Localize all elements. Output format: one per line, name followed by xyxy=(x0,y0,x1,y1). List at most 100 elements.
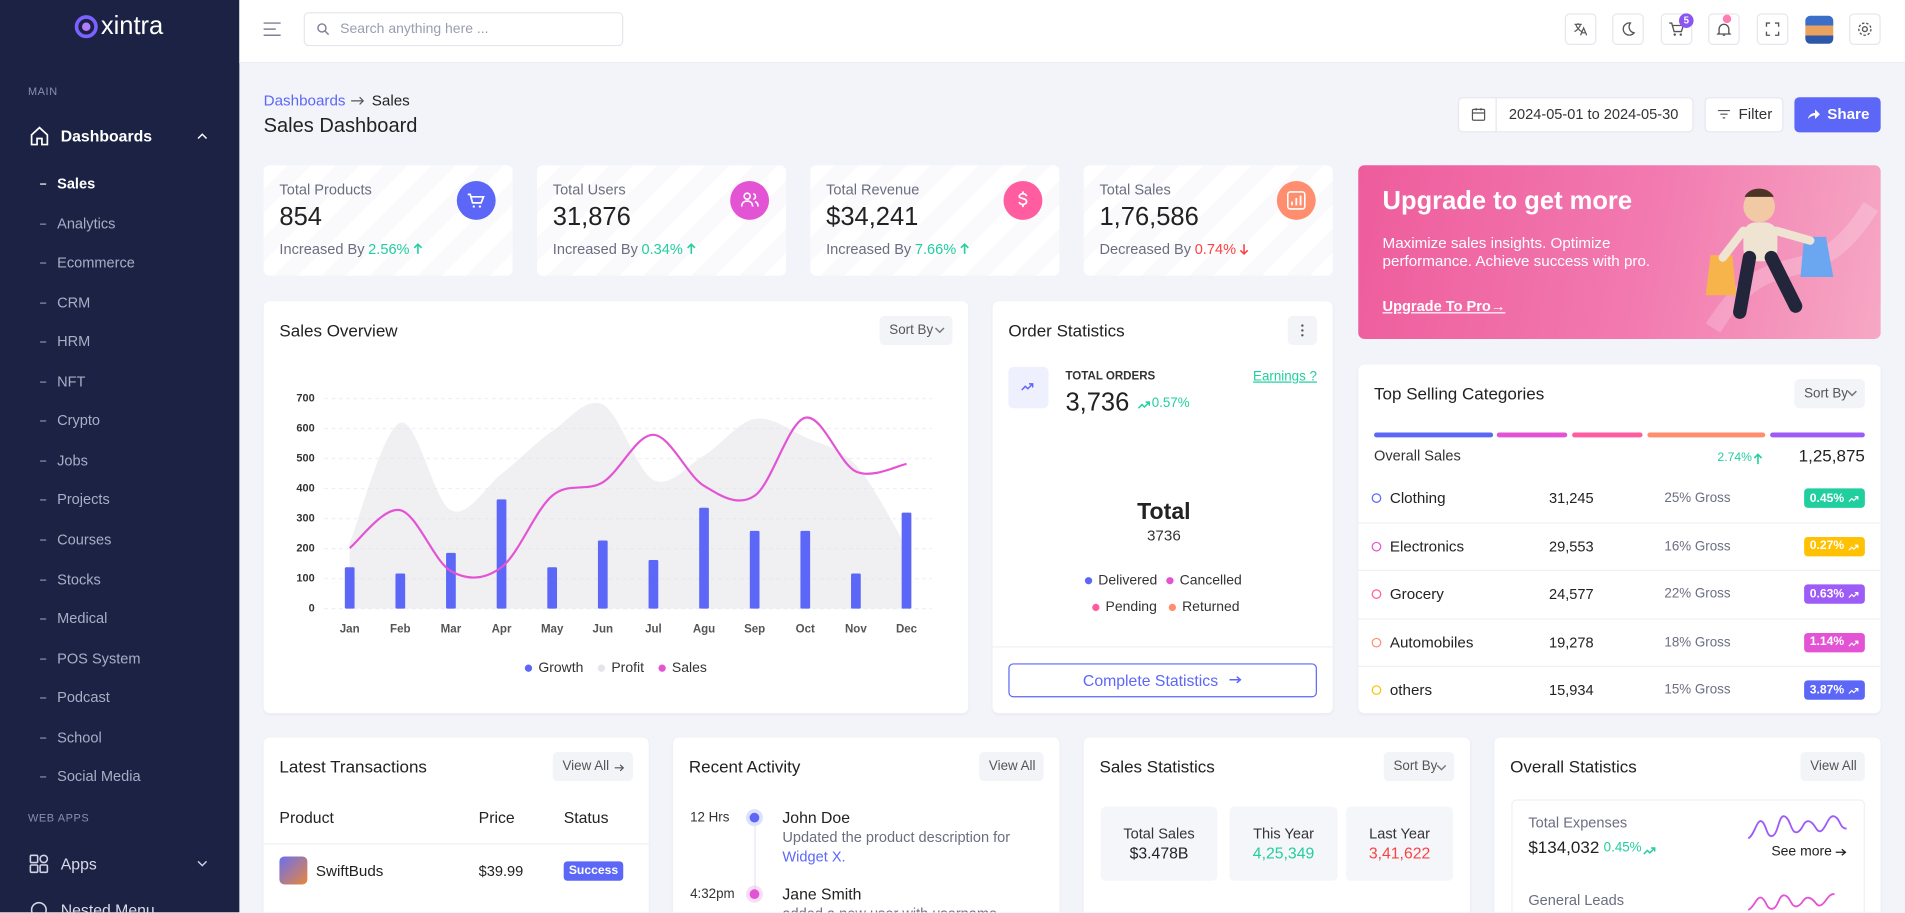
menu-item[interactable]: Podcast xyxy=(57,689,110,707)
menu-item[interactable]: Stocks xyxy=(57,570,101,588)
trend-arrow xyxy=(413,243,423,254)
icon-part xyxy=(1291,195,1302,206)
category-name: Electronics xyxy=(1389,537,1465,555)
icon-part xyxy=(74,15,98,39)
card-button[interactable] xyxy=(1800,752,1865,782)
category-gross: 15% Gross xyxy=(1664,682,1731,698)
menu-item[interactable]: NFT xyxy=(57,372,86,390)
trend-icon xyxy=(1021,383,1034,391)
card-button-label: Sort By xyxy=(889,323,934,338)
card-button-label: View All xyxy=(1810,759,1857,774)
donut-total: 3736 xyxy=(1146,527,1181,545)
trend-arrow xyxy=(687,243,696,254)
menu-item[interactable]: Dashboards xyxy=(60,126,153,146)
table-divider xyxy=(263,843,649,845)
icon-part xyxy=(324,30,330,36)
card-button[interactable] xyxy=(1383,752,1455,782)
menu-item[interactable]: Analytics xyxy=(57,214,116,232)
menu-item[interactable]: POS System xyxy=(57,649,141,667)
menu-item[interactable]: School xyxy=(57,728,102,746)
stat-box-label: Last Year xyxy=(1369,824,1430,842)
complete-statistics-button[interactable] xyxy=(1008,663,1317,698)
icon-part xyxy=(263,22,281,36)
date-range: 2024-05-01 to 2024-05-30 xyxy=(1508,105,1679,123)
menu-dash xyxy=(40,341,47,343)
trend-icon xyxy=(1848,687,1859,694)
search-box[interactable] xyxy=(303,12,624,47)
icon-part xyxy=(960,243,969,254)
product-price: $39.99 xyxy=(478,862,524,880)
card-title: Top Selling Categories xyxy=(1374,383,1545,404)
icon-part xyxy=(1018,191,1028,208)
badge-text: 0.45% xyxy=(1809,491,1845,505)
stat-value: $34,241 xyxy=(826,202,919,231)
header-button[interactable] xyxy=(1612,13,1644,45)
menu-item[interactable]: Crypto xyxy=(57,412,101,430)
activity-link[interactable]: Widget X. xyxy=(782,848,846,866)
chevron-icon xyxy=(934,327,945,334)
legend-item: Sales xyxy=(658,661,707,675)
stat-trend: Increased By 7.66% xyxy=(826,241,969,258)
filter-label: Filter xyxy=(1738,105,1773,123)
menu-item[interactable]: CRM xyxy=(57,293,91,311)
button-label: Complete Statistics xyxy=(1082,671,1219,690)
menu-item[interactable]: Projects xyxy=(57,491,110,509)
menu-item[interactable]: Ecommerce xyxy=(57,254,135,272)
menu-dash xyxy=(40,381,47,383)
header-button[interactable] xyxy=(1660,13,1693,45)
stat-trend-text: Increased By xyxy=(826,240,912,258)
table-header: Status xyxy=(563,808,609,827)
row-divider xyxy=(1358,569,1881,572)
cart-badge: 5 xyxy=(1683,15,1689,27)
icon-part xyxy=(1753,453,1763,465)
stat-trend-text: Increased By xyxy=(552,240,638,258)
header-button[interactable] xyxy=(1564,13,1597,45)
user-avatar[interactable] xyxy=(1805,15,1834,44)
menu-dash xyxy=(40,460,47,462)
menu-dash xyxy=(40,657,47,660)
trend-icon xyxy=(1137,401,1151,409)
legend-dot xyxy=(597,664,606,672)
header-button[interactable] xyxy=(1849,13,1881,45)
share-button[interactable] xyxy=(1794,97,1881,133)
header-button[interactable] xyxy=(1756,13,1789,45)
badge-text: 3.87% xyxy=(1809,683,1845,697)
activity-text: Updated the product description for xyxy=(782,828,1011,846)
menu-item[interactable]: Medical xyxy=(57,609,108,627)
date-picker[interactable] xyxy=(1457,97,1694,133)
stat-icon xyxy=(456,181,496,220)
stat-icon xyxy=(730,181,770,220)
breadcrumb-link[interactable]: Dashboards xyxy=(263,92,346,110)
filter-button[interactable] xyxy=(1704,97,1784,133)
category-gross: 18% Gross xyxy=(1664,634,1731,650)
order-change: 0.57% xyxy=(1151,396,1190,411)
card-button[interactable] xyxy=(879,315,953,346)
menu-item[interactable]: HRM xyxy=(57,333,91,351)
icon-part xyxy=(1848,496,1859,503)
menu-item[interactable]: Courses xyxy=(57,530,112,548)
stat-change: 0.34% xyxy=(641,240,683,258)
stat-change: 2.56% xyxy=(368,240,410,258)
menu-item[interactable]: Apps xyxy=(60,854,97,873)
icon-part xyxy=(1673,33,1676,36)
upgrade-link[interactable]: Upgrade To Pro→ xyxy=(1382,297,1506,315)
card-button[interactable] xyxy=(979,752,1044,782)
chevron-icon xyxy=(1436,764,1447,771)
menu-item[interactable]: Social Media xyxy=(57,768,141,786)
menu-item[interactable]: Sales xyxy=(57,174,96,192)
icon-part xyxy=(614,764,625,772)
earnings-link[interactable]: Earnings ? xyxy=(1253,369,1317,384)
trend-icon xyxy=(1848,544,1859,550)
card-button[interactable] xyxy=(552,752,633,782)
chevron-icon xyxy=(197,133,208,140)
progress-segment xyxy=(1496,432,1568,438)
search-placeholder: Search anything here ... xyxy=(340,21,489,37)
see-more-link[interactable]: See more xyxy=(1771,844,1832,859)
legend-label: Cancelled xyxy=(1179,573,1242,589)
menu-item[interactable]: Nested Menu xyxy=(60,900,155,913)
icon-part xyxy=(1848,544,1859,550)
menu-item[interactable]: Jobs xyxy=(57,451,88,469)
share-label: Share xyxy=(1827,105,1870,123)
upgrade-text: performance. Achieve success with pro. xyxy=(1382,252,1651,270)
stat-box-value: 4,25,349 xyxy=(1252,843,1315,862)
